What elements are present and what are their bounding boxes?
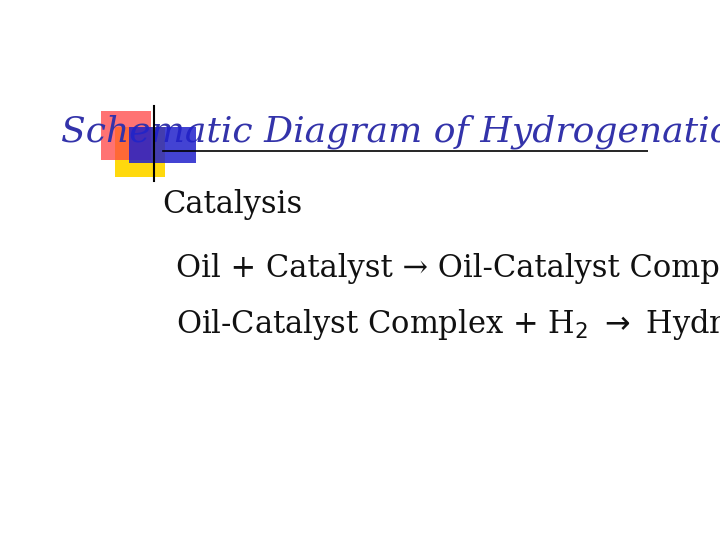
Text: Catalysis: Catalysis	[163, 188, 303, 220]
Text: Schematic Diagram of Hydrogenation: Schematic Diagram of Hydrogenation	[61, 114, 720, 148]
Text: Oil-Catalyst Complex + H$_2$ $\rightarrow$ Hydrogenated Oil + Catalyst: Oil-Catalyst Complex + H$_2$ $\rightarro…	[176, 307, 720, 342]
Text: Oil + Catalyst → Oil-Catalyst Complex: Oil + Catalyst → Oil-Catalyst Complex	[176, 253, 720, 284]
Bar	[101, 111, 151, 160]
Bar	[129, 127, 196, 163]
Bar	[115, 127, 166, 177]
